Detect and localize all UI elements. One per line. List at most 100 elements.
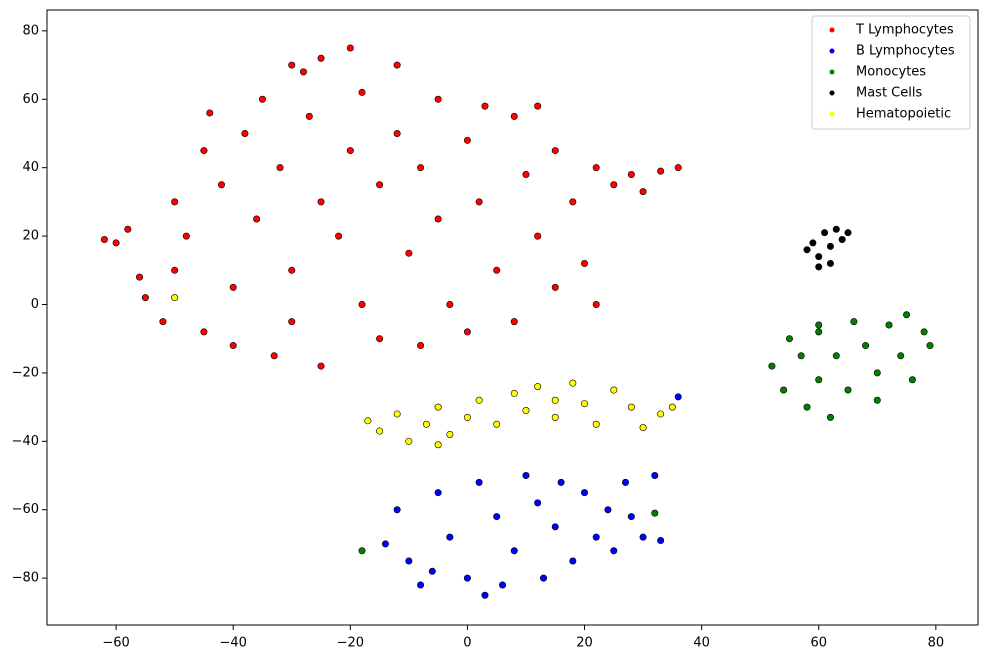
point: [803, 403, 811, 411]
point: [551, 283, 559, 291]
point: [434, 95, 442, 103]
point: [112, 239, 120, 247]
point: [405, 249, 413, 257]
point: [522, 407, 530, 415]
point: [610, 181, 618, 189]
point: [463, 328, 471, 336]
point: [475, 478, 483, 486]
point: [522, 472, 530, 480]
point: [815, 376, 823, 384]
point: [768, 362, 776, 370]
point: [510, 547, 518, 555]
point: [463, 574, 471, 582]
point: [815, 253, 823, 261]
point: [627, 403, 635, 411]
legend-marker: [829, 48, 835, 54]
point: [124, 225, 132, 233]
point: [335, 232, 343, 240]
point: [534, 232, 542, 240]
point: [657, 537, 665, 545]
x-tick-label: 40: [693, 636, 710, 651]
point: [136, 273, 144, 281]
point: [317, 198, 325, 206]
point: [253, 215, 261, 223]
point: [434, 489, 442, 497]
legend-marker: [829, 90, 835, 96]
point: [920, 328, 928, 336]
point: [844, 229, 852, 237]
point: [657, 167, 665, 175]
point: [499, 581, 507, 589]
plot-frame: [46, 9, 979, 626]
x-tick-label: −60: [102, 636, 129, 651]
point: [376, 335, 384, 343]
point: [305, 112, 313, 120]
point: [926, 342, 934, 350]
point: [434, 215, 442, 223]
point: [797, 352, 805, 360]
point: [288, 61, 296, 69]
point: [581, 400, 589, 408]
point: [446, 301, 454, 309]
point: [674, 393, 682, 401]
point: [463, 136, 471, 144]
x-tick-label: −40: [219, 636, 246, 651]
legend-marker: [829, 27, 835, 33]
point: [826, 413, 834, 421]
point: [346, 147, 354, 155]
point: [534, 499, 542, 507]
point: [815, 328, 823, 336]
point: [171, 266, 179, 274]
point: [610, 547, 618, 555]
point: [493, 420, 501, 428]
x-tick-label: −20: [337, 636, 364, 651]
y-tick-label: 60: [22, 92, 39, 107]
point: [592, 164, 600, 172]
point: [622, 478, 630, 486]
point: [217, 181, 225, 189]
point: [885, 321, 893, 329]
point: [434, 441, 442, 449]
legend-box: [811, 15, 971, 130]
point: [229, 283, 237, 291]
point: [417, 164, 425, 172]
legend-label: Hematopoietic: [856, 107, 951, 122]
point: [446, 533, 454, 541]
point: [569, 557, 577, 565]
point: [171, 198, 179, 206]
point: [832, 225, 840, 233]
point: [376, 181, 384, 189]
point: [475, 396, 483, 404]
point: [381, 540, 389, 548]
point: [668, 403, 676, 411]
point: [815, 321, 823, 329]
point: [908, 376, 916, 384]
point: [627, 513, 635, 521]
point: [873, 369, 881, 377]
point: [534, 383, 542, 391]
point: [229, 342, 237, 350]
point: [141, 294, 149, 302]
point: [510, 318, 518, 326]
point: [785, 335, 793, 343]
point: [481, 591, 489, 599]
point: [393, 410, 401, 418]
point: [821, 229, 829, 237]
legend-label: T Lymphocytes: [855, 23, 954, 38]
point: [592, 533, 600, 541]
legend-marker: [829, 69, 835, 75]
point: [422, 420, 430, 428]
point: [639, 424, 647, 432]
legend-label: B Lymphocytes: [856, 44, 955, 59]
x-tick-label: 80: [928, 636, 945, 651]
point: [206, 109, 214, 117]
point: [428, 567, 436, 575]
y-tick-label: −40: [12, 434, 39, 449]
point: [493, 266, 501, 274]
point: [592, 420, 600, 428]
legend-label: Mast Cells: [856, 86, 922, 101]
point: [100, 236, 108, 244]
point: [200, 328, 208, 336]
point: [832, 352, 840, 360]
